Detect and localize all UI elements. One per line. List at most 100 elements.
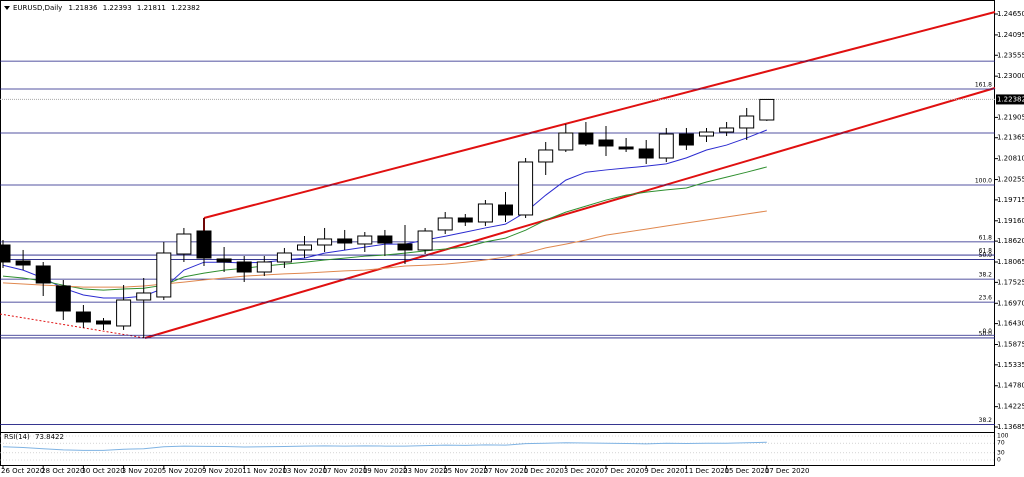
y-tick-label: 1.17525 bbox=[997, 278, 1024, 286]
y-tick-label: 1.23555 bbox=[997, 51, 1024, 59]
candle-body bbox=[75, 311, 91, 323]
x-tick-label: 25 Nov 2020 bbox=[443, 467, 488, 475]
level-label: 38.2 bbox=[979, 272, 993, 279]
x-tick-label: 1 Dec 2020 bbox=[524, 467, 564, 475]
candle-body bbox=[719, 127, 735, 133]
indicator-tick-label: 70 bbox=[997, 440, 1005, 447]
indicator-tick-label: 100 bbox=[997, 433, 1009, 440]
x-tick-label: 27 Nov 2020 bbox=[483, 467, 528, 475]
menu-arrow[interactable] bbox=[4, 6, 10, 10]
y-tick-label: 1.23000 bbox=[997, 72, 1024, 80]
indicator-name: RSI(14) bbox=[4, 433, 30, 441]
candle-body bbox=[518, 161, 534, 216]
y-tick-label: 1.16970 bbox=[997, 299, 1024, 307]
x-tick-label: 19 Nov 2020 bbox=[363, 467, 408, 475]
level-label: 61.8 bbox=[979, 248, 993, 255]
candle-body bbox=[256, 261, 272, 273]
candle-body bbox=[96, 320, 111, 325]
candle-body bbox=[638, 148, 654, 159]
y-tick-label: 1.21365 bbox=[997, 134, 1024, 142]
candle-body bbox=[0, 244, 11, 263]
y-tick-label: 1.14225 bbox=[997, 403, 1024, 411]
x-tick-label: 17 Dec 2020 bbox=[765, 467, 810, 475]
y-tick-label: 1.16430 bbox=[997, 320, 1024, 328]
indicator-value: 73.8422 bbox=[35, 433, 64, 441]
header-open: 1.21836 bbox=[69, 4, 98, 12]
candle-body bbox=[377, 235, 393, 244]
x-tick-label: 9 Dec 2020 bbox=[644, 467, 684, 475]
indicator-header: RSI(14) 73.8422 bbox=[4, 433, 64, 441]
ma-line bbox=[2, 210, 767, 288]
last-price-box bbox=[996, 94, 1024, 105]
candle-body bbox=[397, 243, 413, 251]
y-tick-label: 1.19160 bbox=[997, 217, 1024, 225]
x-tick-label: 9 Nov 2020 bbox=[202, 467, 242, 475]
x-tick-label: 5 Nov 2020 bbox=[162, 467, 202, 475]
x-tick-label: 13 Nov 2020 bbox=[282, 467, 327, 475]
x-tick-label: 3 Nov 2020 bbox=[122, 467, 162, 475]
candle-body bbox=[437, 217, 453, 231]
y-tick-label: 1.18620 bbox=[997, 237, 1024, 245]
x-tick-label: 7 Dec 2020 bbox=[604, 467, 644, 475]
x-tick-label: 26 Oct 2020 bbox=[1, 467, 44, 475]
x-tick-label: 11 Dec 2020 bbox=[684, 467, 729, 475]
level-label: 100.0 bbox=[975, 178, 992, 185]
y-tick-label: 1.20810 bbox=[997, 155, 1024, 163]
candle-body bbox=[297, 244, 312, 251]
y-tick-label: 1.20255 bbox=[997, 176, 1024, 184]
candle-body bbox=[357, 235, 373, 245]
level-label: 61.8 bbox=[979, 234, 993, 241]
y-tick-label: 1.15875 bbox=[997, 341, 1024, 349]
symbol: EURUSD,Daily bbox=[13, 4, 62, 12]
candle-body bbox=[15, 260, 31, 266]
x-tick-label: 11 Nov 2020 bbox=[242, 467, 287, 475]
candle-body bbox=[678, 133, 694, 146]
y-tick-label: 1.14780 bbox=[997, 382, 1024, 390]
candle-body bbox=[658, 133, 674, 159]
header-close: 1.22382 bbox=[171, 4, 200, 12]
level-label: 50.0 bbox=[979, 252, 993, 259]
candle-body bbox=[618, 146, 634, 150]
candle-body bbox=[498, 204, 513, 216]
level-label: 50.0 bbox=[979, 330, 993, 337]
y-tick-label: 1.21905 bbox=[997, 113, 1024, 121]
y-tick-label: 1.19715 bbox=[997, 196, 1024, 204]
indicator-line bbox=[2, 441, 767, 451]
x-tick-label: 17 Nov 2020 bbox=[323, 467, 368, 475]
candle-body bbox=[457, 217, 473, 223]
header-low: 1.21811 bbox=[137, 4, 166, 12]
candle-body bbox=[216, 258, 232, 263]
candle-body bbox=[55, 285, 71, 312]
x-tick-label: 15 Dec 2020 bbox=[725, 467, 770, 475]
candle-body bbox=[598, 139, 614, 147]
y-tick-label: 1.13685 bbox=[997, 423, 1024, 431]
candle-body bbox=[699, 131, 714, 137]
candle-body bbox=[236, 261, 252, 273]
candle-body bbox=[317, 238, 333, 246]
candle-body bbox=[558, 132, 574, 151]
candle-body bbox=[276, 252, 292, 263]
header: EURUSD,Daily 1.21836 1.22393 1.21811 1.2… bbox=[13, 4, 200, 12]
level-label: 23.6 bbox=[979, 295, 993, 302]
plot-frame bbox=[0, 0, 995, 466]
y-tick-label: 1.24650 bbox=[997, 10, 1024, 18]
indicator-tick-label: 30 bbox=[997, 449, 1005, 456]
x-tick-label: 3 Dec 2020 bbox=[564, 467, 604, 475]
candle-body bbox=[578, 132, 594, 145]
indicator-tick-label: 0 bbox=[997, 457, 1001, 464]
y-tick-label: 1.18065 bbox=[997, 258, 1024, 266]
header-high: 1.22393 bbox=[103, 4, 132, 12]
x-tick-label: 23 Nov 2020 bbox=[403, 467, 448, 475]
x-tick-label: 30 Oct 2020 bbox=[81, 467, 124, 475]
candle-body bbox=[759, 98, 775, 121]
candle-body bbox=[176, 233, 192, 255]
candle-body bbox=[538, 149, 554, 163]
candle-body bbox=[156, 252, 172, 298]
y-tick-label: 1.24095 bbox=[997, 31, 1024, 39]
x-tick-label: 28 Oct 2020 bbox=[41, 467, 84, 475]
level-label: 161.8 bbox=[975, 81, 992, 88]
y-tick-label: 1.15335 bbox=[997, 361, 1024, 369]
candle-body bbox=[196, 230, 212, 259]
candle-body bbox=[337, 238, 353, 244]
